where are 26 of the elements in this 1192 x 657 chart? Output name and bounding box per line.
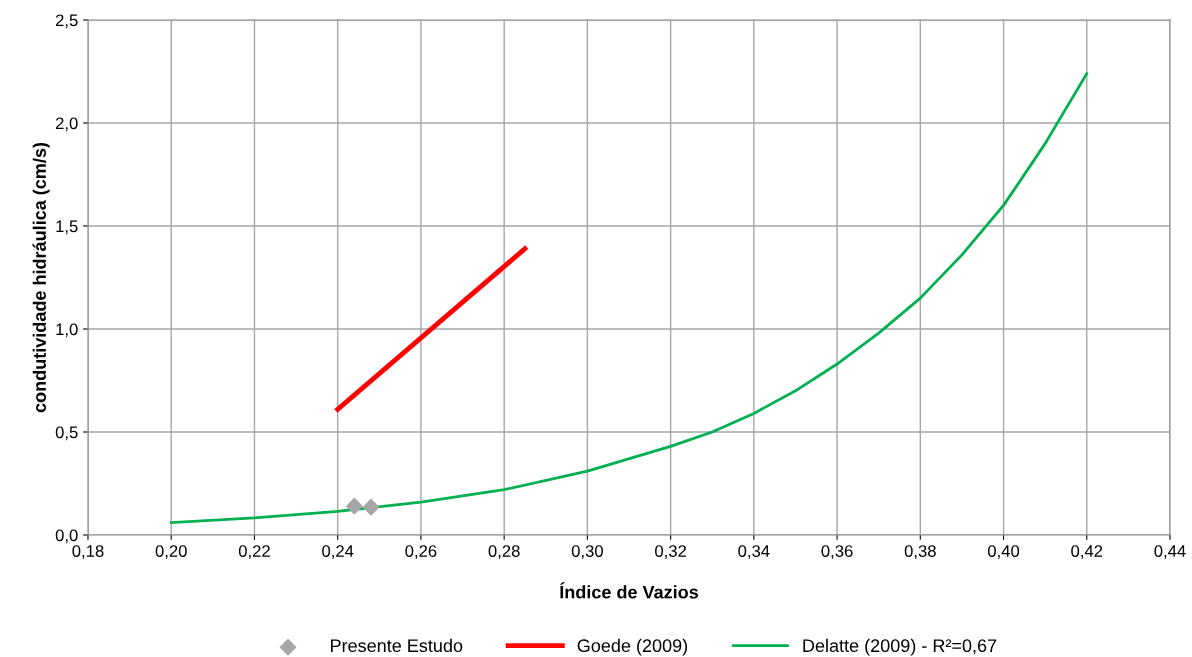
x-tick-label: 0,34	[738, 545, 770, 559]
line-series	[169, 72, 1089, 525]
x-axis-title: Índice de Vazios	[560, 582, 699, 599]
y-tick-label: 1,5	[56, 220, 78, 235]
y-tick-label: 0,0	[55, 529, 78, 544]
y-tick-label: 0,5	[55, 426, 78, 441]
y-tick-label: 1,0	[56, 323, 78, 338]
x-tick-label: 0,18	[72, 545, 104, 559]
legend-label: Goede (2009)	[577, 638, 688, 656]
x-tick-label: 0,36	[821, 545, 853, 559]
x-tick-label: 0,28	[488, 545, 520, 559]
x-tick-label: 0,26	[405, 545, 437, 559]
x-tick-label: 0,42	[1071, 545, 1103, 559]
x-tick-label: 0,30	[571, 545, 603, 559]
y-tick-label: 2,0	[55, 117, 78, 132]
legend-label: Delatte (2009) - R²=0,67	[803, 638, 997, 656]
x-tick-label: 0,38	[904, 545, 936, 559]
x-tick-label: 0,40	[987, 545, 1020, 559]
x-tick-label: 0,22	[238, 545, 270, 559]
x-tick-label: 0,44	[1154, 545, 1186, 559]
x-tick-label: 0,24	[322, 545, 354, 559]
legend-label: Presente Estudo	[331, 638, 463, 653]
y-axis-title: condutividade hidráulica (cm/s)	[32, 142, 50, 413]
x-tick-label: 0,20	[155, 545, 187, 559]
y-tick-label: 2,5	[55, 14, 78, 29]
x-tick-label: 0,32	[655, 545, 686, 559]
